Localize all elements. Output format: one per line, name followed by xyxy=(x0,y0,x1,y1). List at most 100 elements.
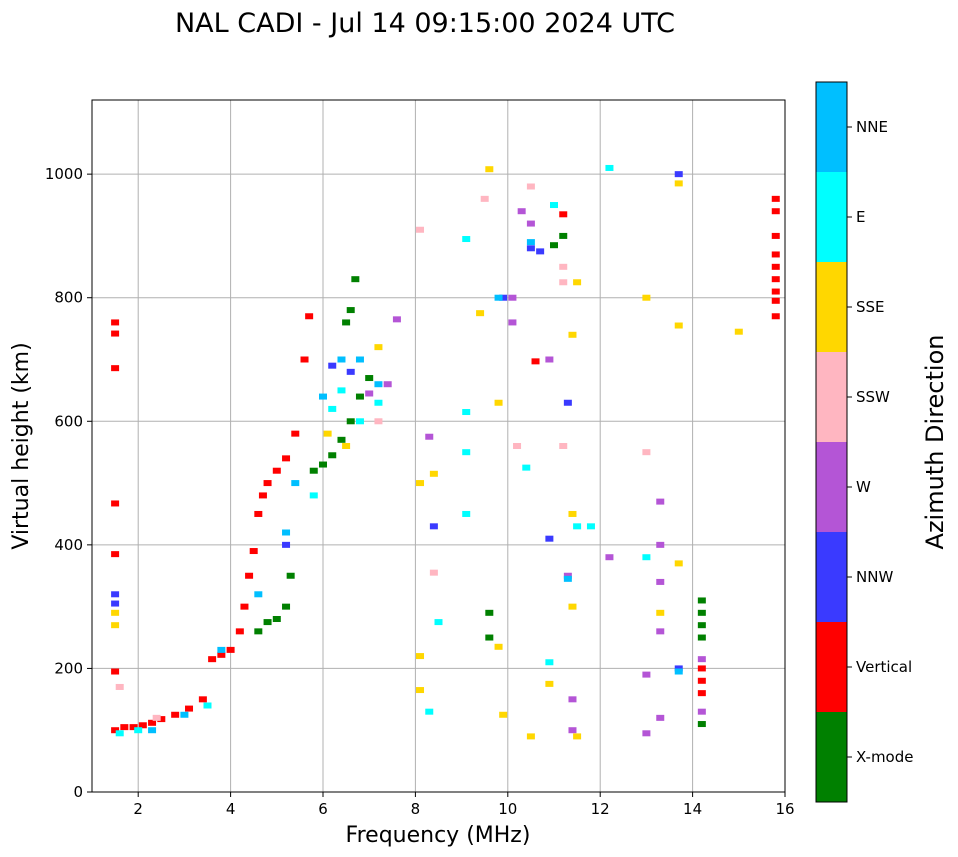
echo-mark-vertical xyxy=(111,319,120,326)
echo-mark-x-mode xyxy=(309,467,318,474)
echo-mark-vertical xyxy=(263,480,272,487)
echo-mark-x-mode xyxy=(351,276,360,283)
echo-mark-sse xyxy=(374,344,383,351)
echo-mark-ssw xyxy=(526,183,535,190)
colorbar-tick-label: X-mode xyxy=(856,748,913,766)
plot-frame xyxy=(91,99,786,793)
echo-mark-sse xyxy=(111,622,120,629)
echo-mark-ssw xyxy=(559,263,568,270)
echo-mark-vertical xyxy=(697,677,706,684)
echo-mark-sse xyxy=(656,609,665,616)
echo-mark-x-mode xyxy=(272,616,281,622)
echo-mark-sse xyxy=(568,603,577,610)
colorbar-segment xyxy=(816,82,847,172)
x-axis-ticks: 2 4 6 8 10 12 14 16 xyxy=(133,792,795,818)
echo-mark-ssw xyxy=(374,418,383,425)
echo-mark-e xyxy=(462,236,471,243)
echo-mark-x-mode xyxy=(697,721,706,728)
echo-mark-sse xyxy=(476,310,485,317)
echo-mark-vertical xyxy=(771,297,780,304)
x-tick-label: 16 xyxy=(775,800,794,818)
plot-area xyxy=(92,100,785,792)
colorbar-tick-label: NNE xyxy=(856,118,888,136)
x-tick-label: 10 xyxy=(498,800,517,818)
echo-mark-vertical xyxy=(235,628,244,635)
echo-mark-ssw xyxy=(559,443,568,449)
colorbar-tick-label: E xyxy=(856,208,865,226)
chart-title: NAL CADI - Jul 14 09:15:00 2024 UTC xyxy=(175,8,675,39)
echo-mark-ssw xyxy=(642,449,651,456)
echo-mark-vertical xyxy=(111,500,120,507)
echo-mark-sse xyxy=(526,733,535,740)
echo-mark-e xyxy=(355,418,364,425)
echo-mark-nne xyxy=(494,294,503,301)
echo-mark-vertical xyxy=(272,467,281,474)
echo-mark-nnw xyxy=(674,171,683,178)
echo-mark-sse xyxy=(674,180,683,187)
x-tick-label: 2 xyxy=(133,800,143,818)
echo-mark-vertical xyxy=(771,313,780,320)
echo-mark-vertical xyxy=(305,313,314,320)
echo-mark-vertical xyxy=(697,665,706,672)
echo-mark-ssw xyxy=(416,226,425,233)
echo-mark-sse xyxy=(111,609,120,616)
echo-mark-w xyxy=(697,656,706,663)
echo-mark-vertical xyxy=(254,510,263,517)
colorbar: X-mode Vertical NNW W SSW SSE E NNE xyxy=(815,81,913,803)
colorbar-segment xyxy=(816,442,847,532)
colorbar-tick-label: NNW xyxy=(856,568,893,586)
y-tick-label: 0 xyxy=(73,783,83,801)
echo-mark-x-mode xyxy=(328,452,337,459)
echo-mark-vertical xyxy=(531,358,540,365)
colorbar-frame xyxy=(815,81,848,803)
echo-mark-vertical xyxy=(291,430,300,437)
echo-mark-vertical xyxy=(771,232,780,239)
echo-mark-sse xyxy=(485,166,494,173)
echo-mark-w xyxy=(526,220,535,227)
data-marks xyxy=(111,164,780,740)
echo-mark-nne xyxy=(148,727,157,734)
echo-mark-e xyxy=(573,523,582,530)
colorbar-segment xyxy=(816,172,847,262)
echo-mark-x-mode xyxy=(286,572,295,579)
echo-mark-w xyxy=(642,730,651,737)
colorbar-segment xyxy=(816,262,847,352)
y-axis-ticks: 0 200 400 600 800 1000 xyxy=(45,165,92,801)
echo-mark-nne xyxy=(563,575,572,582)
colorbar-tick-label: SSE xyxy=(856,298,885,316)
echo-mark-x-mode xyxy=(485,609,494,616)
echo-mark-x-mode xyxy=(282,603,291,610)
echo-mark-e xyxy=(134,727,143,734)
echo-mark-ssw xyxy=(513,443,522,449)
echo-mark-nnw xyxy=(429,523,438,530)
echo-mark-w xyxy=(517,208,526,215)
echo-mark-vertical xyxy=(129,724,138,731)
echo-mark-e xyxy=(605,164,614,171)
echo-mark-w xyxy=(545,356,554,363)
echo-mark-x-mode xyxy=(346,418,355,425)
x-axis-label: Frequency (MHz) xyxy=(346,823,531,848)
echo-mark-vertical xyxy=(111,727,120,734)
y-tick-label: 1000 xyxy=(45,165,83,183)
echo-mark-sse xyxy=(568,510,577,517)
echo-mark-sse xyxy=(568,331,577,338)
echo-mark-x-mode xyxy=(254,628,263,635)
echo-mark-nne xyxy=(337,356,346,363)
echo-mark-vertical xyxy=(771,251,780,258)
echo-mark-x-mode xyxy=(319,461,327,468)
x-tick-label: 12 xyxy=(591,800,610,818)
echo-mark-vertical xyxy=(226,646,235,653)
echo-mark-sse xyxy=(545,680,554,687)
echo-mark-e xyxy=(374,399,383,406)
echo-mark-e xyxy=(522,464,531,471)
echo-mark-e xyxy=(203,702,212,709)
echo-mark-sse xyxy=(642,294,651,301)
colorbar-tick-label: W xyxy=(856,478,871,496)
echo-mark-vertical xyxy=(157,716,166,723)
echo-mark-ssw xyxy=(559,279,568,286)
echo-mark-w xyxy=(425,433,434,440)
echo-mark-vertical xyxy=(697,690,706,697)
echo-mark-sse xyxy=(342,443,351,449)
echo-mark-sse xyxy=(674,322,683,329)
echo-mark-w xyxy=(392,316,401,323)
